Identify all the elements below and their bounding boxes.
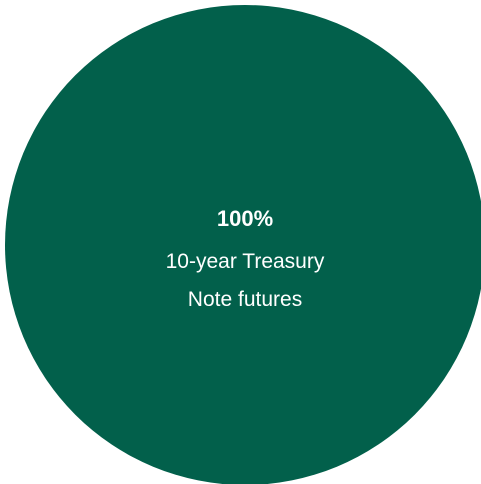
slice-name-line-1: 10-year Treasury (166, 250, 325, 273)
slice-percent-label: 100% (217, 206, 273, 231)
slice-labels: 100% 10-year Treasury Note futures (166, 206, 325, 311)
pie-slices (5, 5, 481, 484)
slice-name-line-2: Note futures (188, 288, 302, 311)
pie-slice-0 (5, 5, 481, 484)
